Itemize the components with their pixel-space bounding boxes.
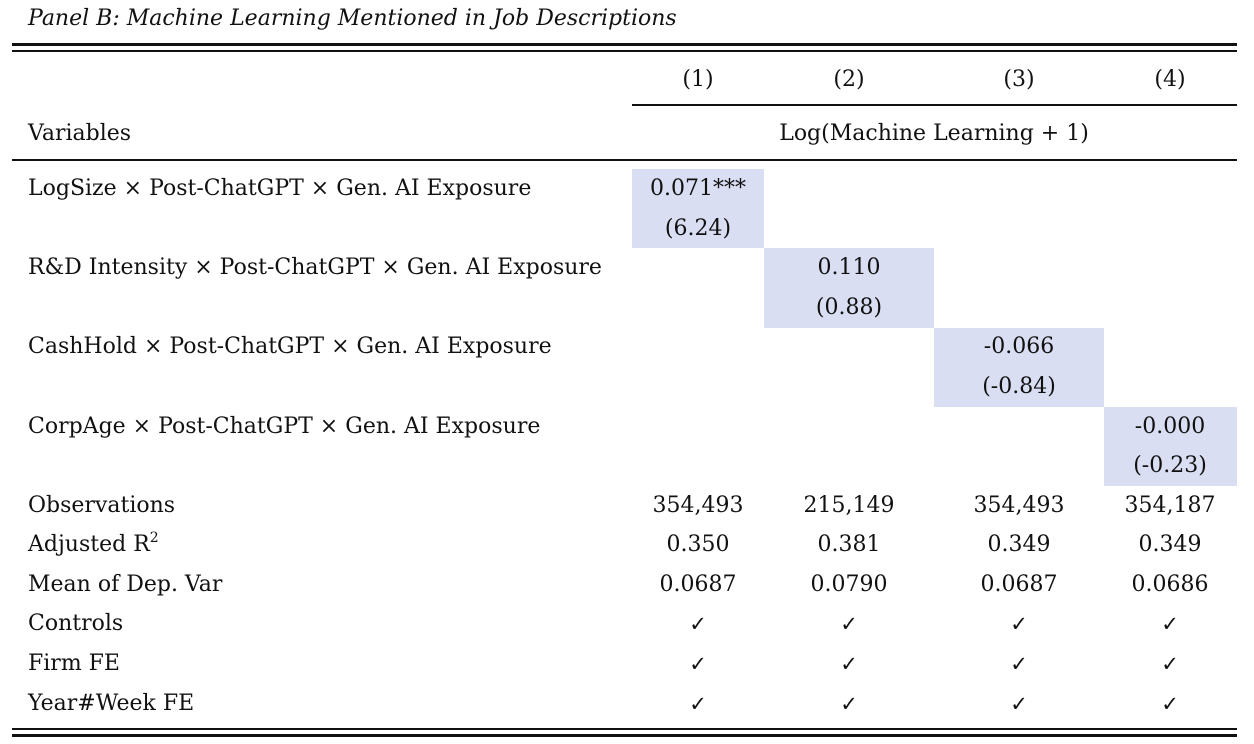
adjusted-r2-4: 0.349 (1138, 532, 1202, 557)
mean-dep-3: 0.0687 (980, 572, 1058, 597)
highlight-cell-3 (934, 328, 1104, 407)
mean-dep-label: Mean of Dep. Var (28, 572, 223, 597)
variables-header: Variables (28, 121, 132, 146)
coef-3: -0.066 (983, 334, 1055, 359)
interaction-label-3: CashHold × Post-ChatGPT × Gen. AI Exposu… (28, 334, 552, 359)
bottom-rule-2 (12, 734, 1237, 737)
highlight-cell-4 (1104, 407, 1237, 486)
observations-3: 354,493 (973, 493, 1065, 518)
controls-check-3: ✓ (1010, 612, 1028, 636)
table-caption: Panel B: Machine Learning Mentioned in J… (28, 6, 677, 31)
controls-check-2: ✓ (840, 612, 858, 636)
tstat-3: (-0.84) (982, 374, 1056, 399)
mean-dep-2: 0.0790 (810, 572, 888, 597)
year-week-fe-label: Year#Week FE (28, 691, 195, 716)
adjusted-r2-2: 0.381 (817, 532, 881, 557)
coef-4: -0.000 (1134, 414, 1206, 439)
year-week-fe-check-2: ✓ (840, 692, 858, 716)
firm-fe-label: Firm FE (28, 651, 120, 676)
adjusted-r2-superscript: 2 (149, 530, 159, 546)
column-header-4: (4) (1154, 67, 1186, 92)
controls-check-4: ✓ (1161, 612, 1179, 636)
adjusted-r2-label: Adjusted R2 (28, 530, 159, 558)
bottom-rule-1 (12, 728, 1237, 730)
coef-1: 0.071*** (650, 176, 746, 201)
column-header-1: (1) (682, 67, 714, 92)
observations-label: Observations (28, 493, 176, 518)
observations-4: 354,187 (1124, 493, 1216, 518)
firm-fe-check-2: ✓ (840, 652, 858, 676)
year-week-fe-check-4: ✓ (1161, 692, 1179, 716)
header-rule (12, 159, 1237, 161)
tstat-1: (6.24) (664, 216, 732, 241)
highlight-cell-1 (632, 169, 764, 248)
mean-dep-4: 0.0686 (1131, 572, 1209, 597)
tstat-4: (-0.23) (1133, 453, 1207, 478)
interaction-label-2: R&D Intensity × Post-ChatGPT × Gen. AI E… (28, 255, 602, 280)
column-group-rule (632, 104, 1237, 106)
interaction-label-4: CorpAge × Post-ChatGPT × Gen. AI Exposur… (28, 414, 541, 439)
column-header-2: (2) (833, 67, 865, 92)
adjusted-r2-3: 0.349 (987, 532, 1051, 557)
interaction-label-1: LogSize × Post-ChatGPT × Gen. AI Exposur… (28, 176, 532, 201)
controls-label: Controls (28, 611, 124, 636)
dependent-variable-header: Log(Machine Learning + 1) (779, 121, 1089, 146)
controls-check-1: ✓ (689, 612, 707, 636)
highlight-cell-2 (764, 248, 934, 328)
year-week-fe-check-3: ✓ (1010, 692, 1028, 716)
firm-fe-check-4: ✓ (1161, 652, 1179, 676)
adjusted-r2-1: 0.350 (666, 532, 730, 557)
coef-2: 0.110 (817, 255, 881, 280)
year-week-fe-check-1: ✓ (689, 692, 707, 716)
tstat-2: (0.88) (815, 295, 883, 320)
column-header-3: (3) (1003, 67, 1035, 92)
firm-fe-check-1: ✓ (689, 652, 707, 676)
observations-1: 354,493 (652, 493, 744, 518)
top-rule-1 (12, 43, 1237, 46)
observations-2: 215,149 (803, 493, 895, 518)
top-rule-2 (12, 50, 1237, 52)
adjusted-r2-text: Adjusted R (28, 532, 150, 557)
mean-dep-1: 0.0687 (659, 572, 737, 597)
firm-fe-check-3: ✓ (1010, 652, 1028, 676)
